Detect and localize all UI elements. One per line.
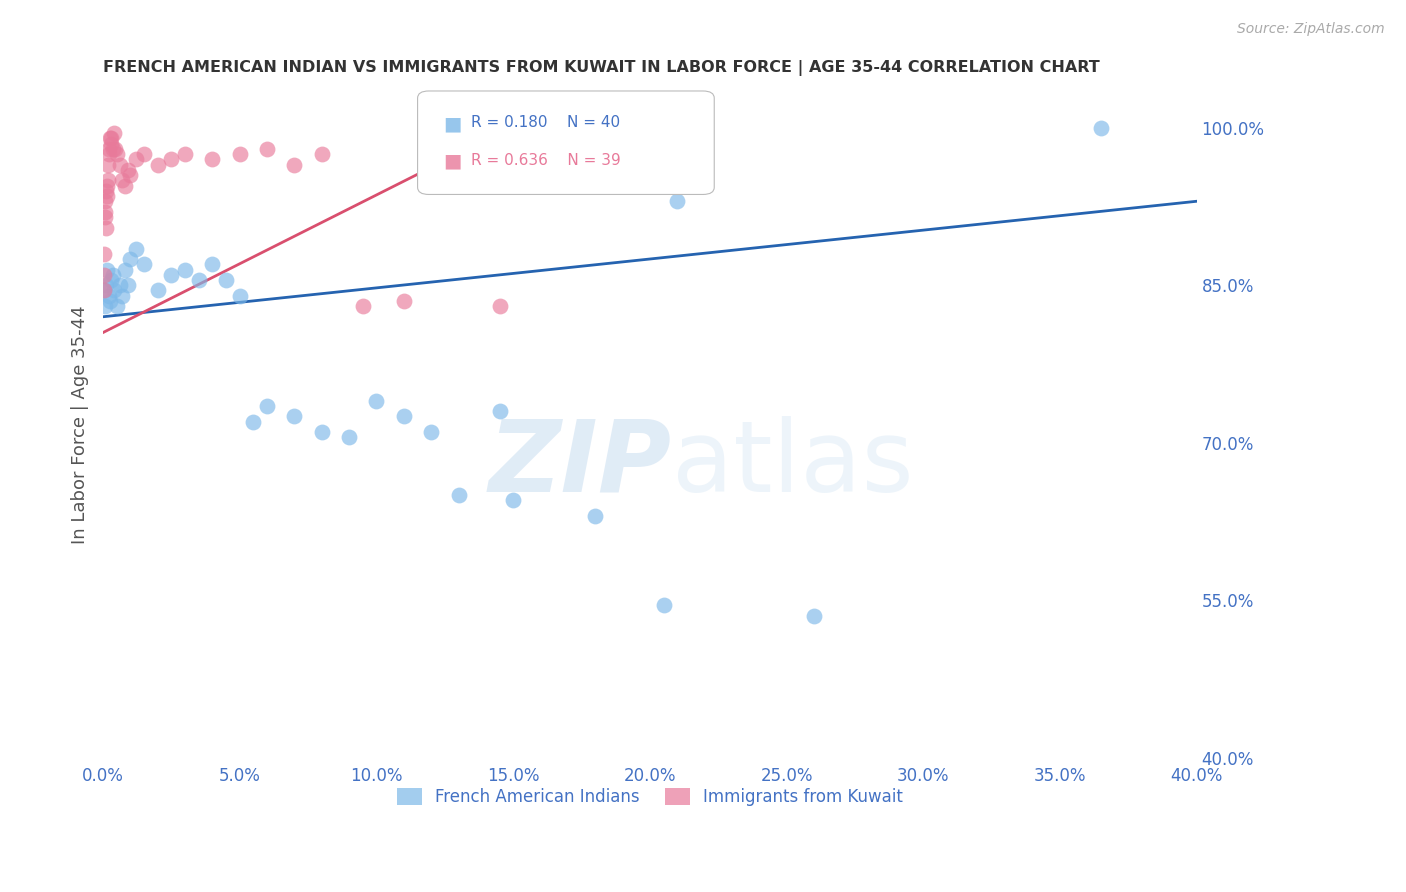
Text: R = 0.636    N = 39: R = 0.636 N = 39: [471, 153, 621, 168]
Text: R = 0.180    N = 40: R = 0.180 N = 40: [471, 115, 620, 130]
Point: [117, 162, 139, 177]
Point: [311, 147, 333, 161]
Point: [174, 262, 197, 277]
Point: [111, 173, 134, 187]
Point: [160, 268, 183, 282]
Point: [94, 210, 117, 224]
Point: [101, 142, 124, 156]
Point: [666, 194, 689, 209]
Point: [98, 293, 121, 308]
Point: [229, 147, 252, 161]
Point: [101, 268, 124, 282]
Point: [117, 278, 139, 293]
Point: [105, 147, 128, 161]
Text: ■: ■: [443, 152, 461, 170]
Point: [97, 157, 120, 171]
Point: [96, 262, 118, 277]
Point: [311, 425, 333, 440]
Point: [120, 252, 142, 266]
Text: ■: ■: [443, 114, 461, 133]
Point: [114, 262, 136, 277]
Text: Source: ZipAtlas.com: Source: ZipAtlas.com: [1237, 22, 1385, 37]
Point: [256, 142, 278, 156]
Point: [392, 409, 415, 424]
Y-axis label: In Labor Force | Age 35-44: In Labor Force | Age 35-44: [72, 305, 89, 543]
Point: [583, 509, 606, 524]
Text: FRENCH AMERICAN INDIAN VS IMMIGRANTS FROM KUWAIT IN LABOR FORCE | AGE 35-44 CORR: FRENCH AMERICAN INDIAN VS IMMIGRANTS FRO…: [103, 60, 1099, 76]
Point: [104, 142, 127, 156]
Point: [174, 147, 197, 161]
Point: [120, 168, 142, 182]
Point: [93, 268, 115, 282]
Point: [94, 278, 117, 293]
Point: [96, 189, 118, 203]
Point: [488, 404, 510, 418]
Point: [97, 289, 120, 303]
Point: [488, 299, 510, 313]
Point: [366, 393, 388, 408]
Point: [256, 399, 278, 413]
Point: [111, 289, 134, 303]
Point: [803, 608, 825, 623]
Point: [94, 204, 117, 219]
Point: [652, 599, 675, 613]
Point: [100, 136, 122, 151]
Point: [98, 131, 121, 145]
Point: [93, 284, 115, 298]
Point: [134, 257, 156, 271]
Point: [187, 273, 209, 287]
Point: [96, 220, 118, 235]
Point: [201, 257, 224, 271]
Point: [201, 153, 224, 167]
Point: [392, 293, 415, 308]
Point: [94, 299, 117, 313]
Point: [94, 194, 117, 209]
Point: [98, 142, 121, 156]
Point: [105, 299, 128, 313]
Point: [352, 299, 374, 313]
Point: [447, 488, 470, 502]
Point: [97, 147, 120, 161]
Point: [103, 284, 125, 298]
Point: [108, 157, 131, 171]
Point: [93, 284, 115, 298]
Text: atlas: atlas: [672, 416, 914, 513]
Point: [146, 284, 169, 298]
Point: [229, 289, 252, 303]
Point: [125, 153, 148, 167]
Point: [94, 184, 117, 198]
Point: [100, 131, 122, 145]
Point: [215, 273, 238, 287]
Point: [97, 173, 120, 187]
Point: [134, 147, 156, 161]
Point: [103, 126, 125, 140]
Point: [283, 409, 305, 424]
Point: [160, 153, 183, 167]
Point: [242, 415, 264, 429]
Point: [1090, 120, 1112, 135]
Legend: French American Indians, Immigrants from Kuwait: French American Indians, Immigrants from…: [389, 781, 910, 813]
Point: [337, 430, 360, 444]
Point: [502, 493, 524, 508]
Point: [108, 278, 131, 293]
Point: [100, 273, 122, 287]
Point: [283, 157, 305, 171]
Text: ZIP: ZIP: [489, 416, 672, 513]
Point: [114, 178, 136, 193]
Point: [93, 246, 115, 260]
Point: [96, 178, 118, 193]
Point: [146, 157, 169, 171]
Point: [125, 242, 148, 256]
Point: [420, 425, 443, 440]
